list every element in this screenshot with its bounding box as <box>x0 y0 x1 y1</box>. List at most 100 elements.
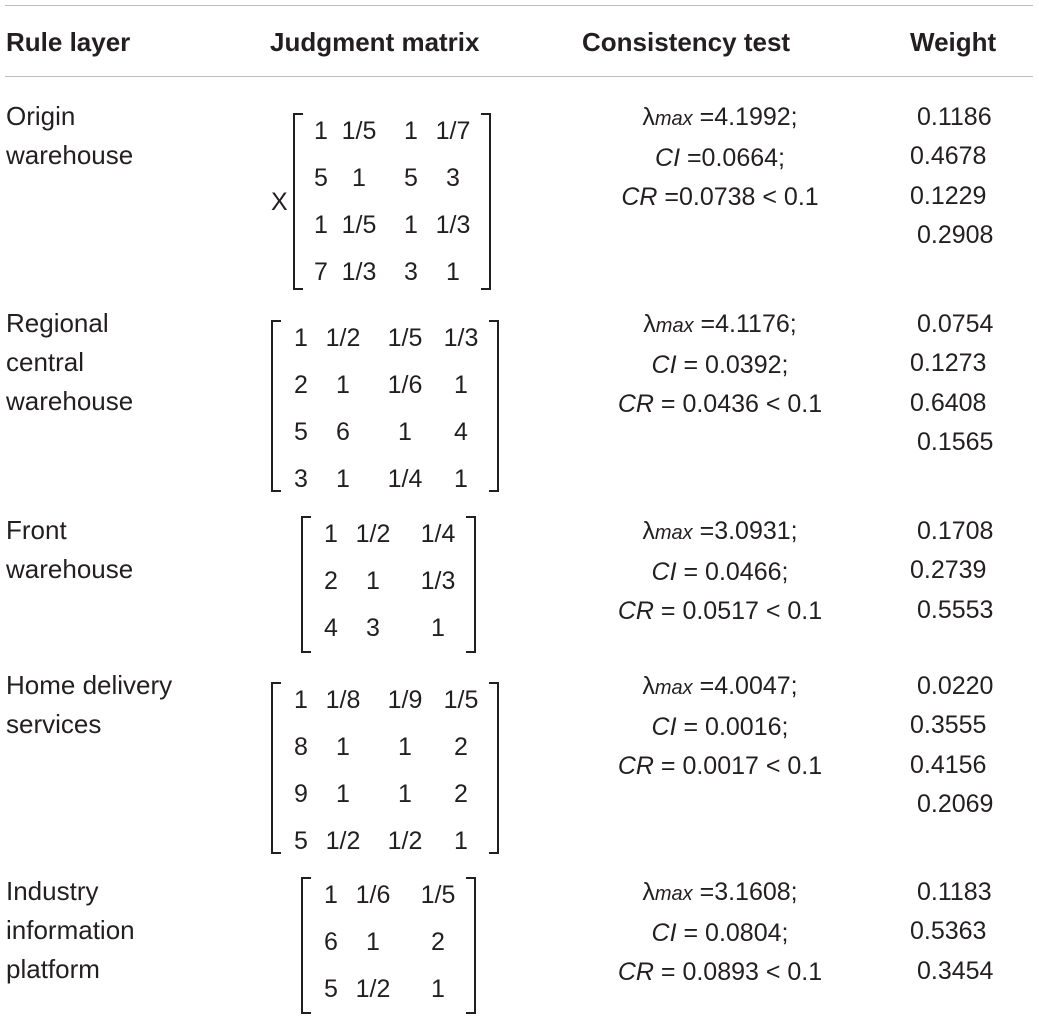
matrix-cell: 2 <box>454 733 468 761</box>
weight-value: 0.1273 <box>910 349 987 378</box>
header-rule-layer: Rule layer <box>6 27 131 57</box>
matrix-right-bracket <box>489 320 499 492</box>
matrix-cell: 1 <box>324 881 338 909</box>
matrix-cell: 1 <box>404 211 418 239</box>
cr-label: CR <box>621 183 658 211</box>
matrix-right-bracket <box>466 877 476 1014</box>
ci-label: CI <box>651 351 677 379</box>
rule-layer-line: Regional <box>6 308 109 338</box>
matrix-cell: 1/2 <box>325 324 361 352</box>
matrix-cell: 1 <box>336 780 350 808</box>
weights: 0.0220 0.3555 0.4156 0.2069 <box>890 667 1020 824</box>
lambda-symbol: λ <box>642 672 655 700</box>
ci-label: CI <box>651 919 677 947</box>
matrix-cell: 4 <box>324 614 338 642</box>
cr-label: CR <box>617 597 654 625</box>
header-consistency-test: Consistency test <box>582 27 791 57</box>
matrix-right-bracket <box>466 516 476 653</box>
rule-layer-line: Origin <box>6 101 76 131</box>
lambda-value: =3.1608; <box>692 878 798 906</box>
ci-line: CI = 0.0466; <box>540 553 900 592</box>
lambda-symbol: λ <box>642 517 655 545</box>
lambda-max-line: λmax =4.1992; <box>540 98 900 139</box>
matrix-cell: 6 <box>336 418 350 446</box>
rule-layer-label: Origin warehouse <box>6 97 133 175</box>
matrix-cell: 1/5 <box>341 211 377 239</box>
header-judgment-matrix: Judgment matrix <box>270 27 480 57</box>
lambda-value: =4.0047; <box>692 672 798 700</box>
matrix-left-bracket <box>301 877 311 1014</box>
cr-value: = 0.0517 < 0.1 <box>653 597 823 625</box>
matrix-cell: 1 <box>314 211 328 239</box>
matrix-cell: 1/3 <box>443 324 479 352</box>
lambda-subscript: max <box>654 883 693 905</box>
rule-layer-line: warehouse <box>6 554 134 584</box>
lambda-max-line: λmax =3.1608; <box>540 873 900 914</box>
matrix-cell: 1/3 <box>435 211 471 239</box>
cr-label: CR <box>617 390 654 418</box>
rule-layer-line: warehouse <box>6 386 134 416</box>
lambda-symbol: λ <box>642 103 655 131</box>
matrix-cell: 3 <box>294 465 308 493</box>
rule-layer-line: services <box>6 709 102 739</box>
rule-layer-line: warehouse <box>6 140 134 170</box>
matrix-cell: 1 <box>398 780 412 808</box>
ci-line: CI =0.0664; <box>540 139 900 178</box>
matrix-cell: 1 <box>454 465 468 493</box>
lambda-subscript: max <box>655 315 694 337</box>
matrix-cell: 1/5 <box>420 881 456 909</box>
ci-value: = 0.0392; <box>676 351 789 379</box>
lambda-symbol: λ <box>642 878 655 906</box>
matrix-cell: 1 <box>294 324 308 352</box>
weight-value: 0.2739 <box>910 556 987 585</box>
lambda-value: =4.1992; <box>692 103 798 131</box>
matrix-cell: 1/3 <box>341 258 377 286</box>
matrix-cell: 1/2 <box>387 827 423 855</box>
matrix-cell: 1/5 <box>443 686 479 714</box>
matrix-cell: 2 <box>431 928 445 956</box>
matrix-cell: 3 <box>404 258 418 286</box>
matrix-cell: 5 <box>404 164 418 192</box>
weight-value: 0.1708 <box>917 517 994 545</box>
matrix-cell: 1/5 <box>341 117 377 145</box>
judgment-matrix: 1 1/2 1/5 1/3 2 1 1/6 1 5 6 1 4 3 1 1/4 1 <box>271 320 499 493</box>
ci-label: CI <box>651 558 677 586</box>
matrix-left-bracket <box>271 320 281 492</box>
matrix-cell: 1 <box>404 117 418 145</box>
weight-value: 0.5363 <box>910 917 987 946</box>
rule-layer-line: platform <box>6 954 100 984</box>
lambda-symbol: λ <box>643 310 656 338</box>
matrix-cell: 1/6 <box>355 881 391 909</box>
judgment-matrix: 1 1/6 1/5 6 1 2 5 1/2 1 <box>301 877 476 1014</box>
table-top-rule <box>5 5 1033 6</box>
matrix-cell: 3 <box>366 614 380 642</box>
matrix-right-bracket <box>481 113 491 290</box>
weight-value: 0.5553 <box>917 595 994 624</box>
lambda-value: =3.0931; <box>692 517 798 545</box>
matrix-cell: 1 <box>324 520 338 548</box>
matrix-cell: 1 <box>446 258 460 286</box>
matrix-cell: 1/2 <box>325 827 361 855</box>
matrix-cell: 1/6 <box>387 371 423 399</box>
matrix-cell: 1/7 <box>435 117 471 145</box>
matrix-cell: 5 <box>294 418 308 446</box>
cr-label: CR <box>617 958 654 986</box>
matrix-cell: 1 <box>314 117 328 145</box>
lambda-max-line: λmax =4.0047; <box>540 667 900 708</box>
weights: 0.0754 0.1273 0.6408 0.1565 <box>890 305 1020 462</box>
judgment-matrix: 1 1/5 1 1/7 5 1 5 3 1 1/5 1 1/3 7 1/3 3 1 <box>293 113 491 290</box>
rule-layer-line: information <box>6 915 135 945</box>
judgment-matrix: 1 1/2 1/4 2 1 1/3 4 3 1 <box>301 516 476 653</box>
rule-layer-label: Home delivery services <box>6 666 172 744</box>
matrix-prefix: X <box>271 187 288 216</box>
rule-layer-line: Front <box>6 515 67 545</box>
matrix-cell: 1/5 <box>387 324 423 352</box>
matrix-cell: 1 <box>431 614 445 642</box>
matrix-cell: 1/2 <box>355 975 391 1003</box>
rule-layer-label: Regional central warehouse <box>6 304 133 421</box>
ci-label: CI <box>651 713 677 741</box>
matrix-cell: 5 <box>294 827 308 855</box>
matrix-cell: 1 <box>431 975 445 1003</box>
matrix-cell: 1 <box>454 371 468 399</box>
cr-line: CR =0.0738 < 0.1 <box>540 178 900 217</box>
